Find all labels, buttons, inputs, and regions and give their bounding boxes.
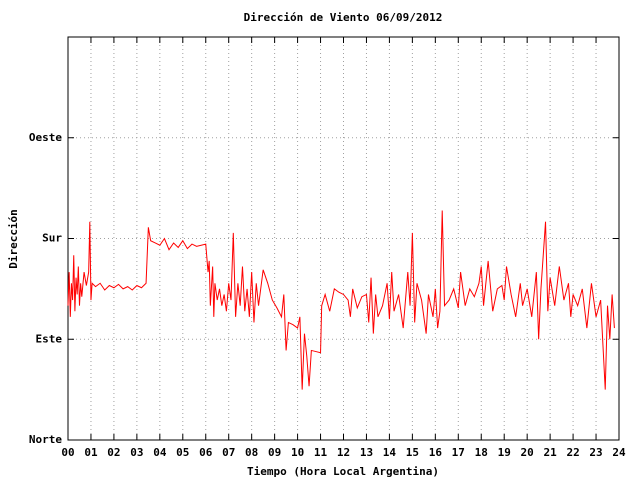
x-tick-label: 21 (544, 446, 558, 459)
x-tick-label: 04 (153, 446, 167, 459)
x-tick-label: 03 (130, 446, 143, 459)
x-tick-label: 16 (429, 446, 443, 459)
x-tick-label: 24 (612, 446, 626, 459)
y-tick-label: Sur (42, 232, 62, 245)
x-tick-label: 09 (268, 446, 281, 459)
x-tick-label: 23 (589, 446, 602, 459)
y-tick-label: Norte (29, 433, 62, 446)
x-axis-label: Tiempo (Hora Local Argentina) (247, 465, 439, 478)
x-tick-label: 12 (337, 446, 350, 459)
x-tick-label: 22 (566, 446, 579, 459)
x-tick-label: 05 (176, 446, 189, 459)
x-tick-label: 01 (84, 446, 98, 459)
x-tick-label: 19 (498, 446, 511, 459)
y-axis-label: Dirección (7, 209, 20, 269)
x-tick-label: 02 (107, 446, 120, 459)
x-tick-label: 00 (61, 446, 74, 459)
x-tick-label: 11 (314, 446, 328, 459)
x-tick-label: 14 (383, 446, 397, 459)
x-tick-label: 07 (222, 446, 235, 459)
x-tick-label: 17 (452, 446, 465, 459)
x-tick-label: 06 (199, 446, 213, 459)
x-tick-label: 18 (475, 446, 488, 459)
x-tick-label: 08 (245, 446, 258, 459)
x-tick-label: 20 (521, 446, 534, 459)
data-line (67, 210, 615, 390)
y-tick-label: Oeste (29, 131, 62, 144)
x-tick-label: 15 (406, 446, 419, 459)
x-tick-label: 13 (360, 446, 373, 459)
plot-frame (67, 36, 620, 441)
chart-title: Dirección de Viento 06/09/2012 (244, 11, 443, 24)
y-tick-label: Este (36, 332, 63, 345)
x-tick-label: 10 (291, 446, 304, 459)
